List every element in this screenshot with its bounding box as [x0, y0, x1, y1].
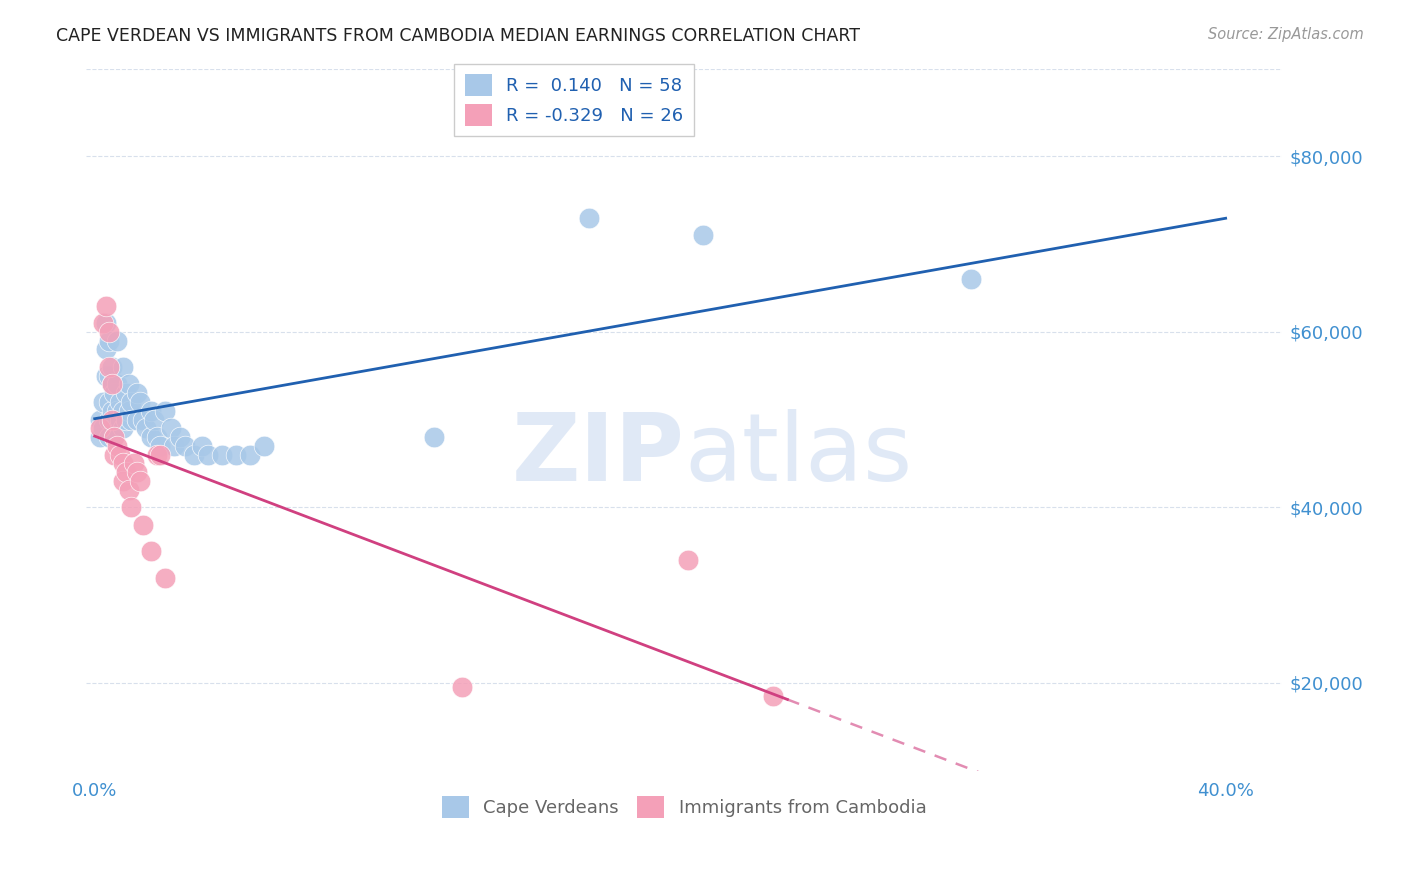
Point	[692, 228, 714, 243]
Point	[105, 404, 128, 418]
Point	[105, 439, 128, 453]
Point	[132, 517, 155, 532]
Point	[105, 334, 128, 348]
Point	[578, 211, 600, 225]
Point	[120, 412, 142, 426]
Point	[111, 359, 134, 374]
Point	[97, 334, 120, 348]
Point	[155, 571, 177, 585]
Point	[111, 404, 134, 418]
Point	[132, 412, 155, 426]
Text: atlas: atlas	[685, 409, 912, 500]
Point	[127, 412, 149, 426]
Point	[108, 395, 131, 409]
Point	[141, 544, 163, 558]
Point	[108, 412, 131, 426]
Point	[146, 448, 169, 462]
Point	[127, 386, 149, 401]
Point	[155, 404, 177, 418]
Point	[114, 465, 136, 479]
Point	[100, 404, 122, 418]
Point	[97, 359, 120, 374]
Point	[129, 395, 152, 409]
Point	[94, 368, 117, 383]
Point	[91, 421, 114, 435]
Point	[97, 325, 120, 339]
Point	[100, 377, 122, 392]
Legend: Cape Verdeans, Immigrants from Cambodia: Cape Verdeans, Immigrants from Cambodia	[434, 789, 934, 825]
Point	[143, 412, 166, 426]
Point	[103, 430, 125, 444]
Point	[149, 439, 172, 453]
Point	[169, 430, 191, 444]
Point	[451, 681, 474, 695]
Point	[103, 386, 125, 401]
Point	[160, 421, 183, 435]
Point	[122, 457, 145, 471]
Point	[129, 474, 152, 488]
Point	[127, 465, 149, 479]
Text: Source: ZipAtlas.com: Source: ZipAtlas.com	[1208, 27, 1364, 42]
Point	[100, 377, 122, 392]
Point	[117, 404, 139, 418]
Point	[97, 395, 120, 409]
Point	[89, 421, 111, 435]
Point	[120, 500, 142, 515]
Point	[141, 404, 163, 418]
Point	[111, 457, 134, 471]
Point	[225, 448, 247, 462]
Point	[146, 430, 169, 444]
Point	[163, 439, 186, 453]
Point	[197, 448, 219, 462]
Point	[100, 359, 122, 374]
Point	[149, 448, 172, 462]
Point	[89, 412, 111, 426]
Point	[174, 439, 197, 453]
Point	[120, 395, 142, 409]
Point	[135, 421, 157, 435]
Point	[103, 448, 125, 462]
Point	[111, 421, 134, 435]
Point	[114, 386, 136, 401]
Point	[111, 474, 134, 488]
Point	[141, 430, 163, 444]
Text: ZIP: ZIP	[512, 409, 685, 500]
Point	[114, 412, 136, 426]
Point	[103, 412, 125, 426]
Point	[94, 343, 117, 357]
Point	[97, 430, 120, 444]
Point	[762, 689, 785, 703]
Point	[239, 448, 262, 462]
Point	[97, 412, 120, 426]
Point	[678, 553, 700, 567]
Point	[191, 439, 214, 453]
Point	[183, 448, 205, 462]
Point	[97, 368, 120, 383]
Point	[253, 439, 276, 453]
Point	[91, 395, 114, 409]
Point	[105, 377, 128, 392]
Point	[117, 377, 139, 392]
Point	[211, 448, 233, 462]
Point	[103, 430, 125, 444]
Point	[94, 316, 117, 330]
Point	[94, 298, 117, 312]
Text: CAPE VERDEAN VS IMMIGRANTS FROM CAMBODIA MEDIAN EARNINGS CORRELATION CHART: CAPE VERDEAN VS IMMIGRANTS FROM CAMBODIA…	[56, 27, 860, 45]
Point	[91, 316, 114, 330]
Point	[960, 272, 983, 286]
Point	[100, 412, 122, 426]
Point	[423, 430, 446, 444]
Point	[117, 483, 139, 497]
Point	[89, 430, 111, 444]
Point	[108, 448, 131, 462]
